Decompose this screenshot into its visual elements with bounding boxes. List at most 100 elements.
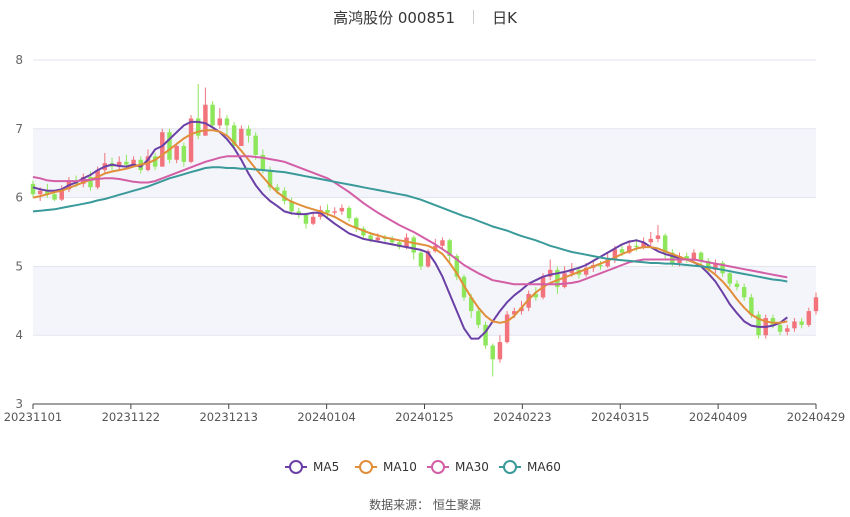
legend-label: MA10 <box>383 460 417 474</box>
candle-body <box>303 214 309 224</box>
title-divider <box>473 10 475 24</box>
candle-body <box>713 262 718 270</box>
candle-body <box>770 318 776 325</box>
candle-body <box>749 297 754 315</box>
candle-body <box>476 311 481 325</box>
candle-body <box>246 128 251 136</box>
candle-body <box>339 207 345 212</box>
candle-body <box>418 252 424 267</box>
candle-body <box>504 314 510 343</box>
candle-body <box>734 283 740 288</box>
x-tick-label: 20240409 <box>689 410 748 424</box>
legend-item-ma5[interactable]: MA5 <box>285 460 339 474</box>
candle-body <box>490 345 495 360</box>
candle-body <box>756 314 761 336</box>
y-tick-label: 8 <box>15 53 23 67</box>
legend-label: MA5 <box>313 460 339 474</box>
candle-body <box>368 235 373 241</box>
candle-body <box>497 342 503 360</box>
legend-label: MA60 <box>527 460 561 474</box>
candle-body <box>468 297 474 312</box>
candle-body <box>569 269 574 274</box>
candle-body <box>547 269 553 277</box>
y-tick-label: 3 <box>15 397 23 411</box>
candle-body <box>792 321 797 329</box>
candle-body <box>167 132 172 160</box>
legend-item-ma60[interactable]: MA60 <box>499 460 561 474</box>
candle-body <box>267 170 273 188</box>
candle-body <box>813 297 819 312</box>
legend-label: MA30 <box>455 460 489 474</box>
y-tick-label: 6 <box>15 191 23 205</box>
candle-body <box>332 211 337 213</box>
candle-body <box>88 176 93 188</box>
candle-body <box>346 207 352 219</box>
ma-line-ma10 <box>32 129 788 324</box>
candle-body <box>612 249 618 260</box>
candle-body <box>253 135 258 155</box>
candle-body <box>454 256 460 277</box>
ma-line-ma60 <box>32 166 788 283</box>
candle-body <box>131 159 136 165</box>
candle-body <box>648 238 654 243</box>
candle-body <box>425 251 431 267</box>
period-label: 日K <box>492 8 517 27</box>
candle-body <box>684 256 689 260</box>
candle-body <box>37 190 43 195</box>
candle-body <box>375 237 381 241</box>
legend-marker <box>289 460 303 474</box>
candle-body <box>706 260 711 270</box>
stock-title: 高鸿股份 000851 <box>333 8 456 27</box>
candle-body <box>627 245 632 253</box>
candle-body <box>799 321 804 325</box>
legend-item-ma10[interactable]: MA10 <box>355 460 417 474</box>
candle-body <box>52 194 57 200</box>
candle-body <box>195 118 201 136</box>
legend-item-ma30[interactable]: MA30 <box>427 460 489 474</box>
ma-line-ma5 <box>32 120 788 340</box>
candle-body <box>447 240 452 257</box>
candle-body <box>217 118 222 126</box>
grid-band <box>33 128 816 198</box>
candle-body <box>224 118 230 126</box>
candle-body <box>777 324 783 332</box>
legend-marker <box>359 460 373 474</box>
candle-body <box>598 265 603 267</box>
candle-body <box>310 216 316 224</box>
x-tick-label: 20231213 <box>199 410 258 424</box>
candle-body <box>662 235 668 253</box>
candle-body <box>389 238 395 243</box>
data-source: 数据来源： 恒生聚源 <box>369 498 481 512</box>
candle-body <box>411 237 416 253</box>
candle-body <box>188 118 194 162</box>
candle-body <box>785 328 790 332</box>
candle-body <box>239 128 244 146</box>
candle-body <box>512 311 517 315</box>
candle-body <box>210 104 215 126</box>
candle-body <box>282 190 287 202</box>
candle-body <box>634 245 639 248</box>
candle-body <box>619 249 625 253</box>
candle-body <box>181 146 187 162</box>
grid-band <box>33 266 816 336</box>
candle-body <box>806 311 812 325</box>
candle-body <box>691 252 697 260</box>
legend-marker <box>503 460 517 474</box>
candle-body <box>45 190 50 195</box>
candle-body <box>30 183 36 195</box>
candle-body <box>260 154 266 171</box>
y-tick-label: 7 <box>15 122 23 136</box>
candle-body <box>655 235 661 239</box>
candle-body <box>160 132 165 167</box>
candle-body <box>533 293 539 298</box>
candle-body <box>397 242 402 248</box>
candle-body <box>361 228 366 236</box>
candle-body <box>720 262 725 274</box>
candle-body <box>59 189 64 200</box>
candle-body <box>562 273 567 288</box>
candle-body <box>124 161 129 165</box>
candle-body <box>555 269 560 288</box>
candle-body <box>440 240 445 246</box>
candle-body <box>174 146 179 160</box>
